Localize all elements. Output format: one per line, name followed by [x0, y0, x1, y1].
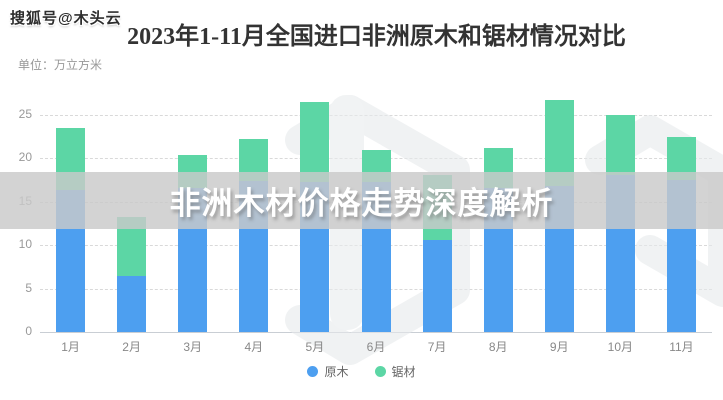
bar-segment-锯材 [300, 102, 330, 183]
y-axis-tick-label: 0 [25, 324, 32, 338]
y-axis-tick-label: 5 [25, 280, 32, 295]
legend-dot-icon [307, 366, 319, 377]
y-axis-tick-label: 25 [18, 106, 32, 121]
chart-legend: 原木 锯材 [0, 363, 723, 380]
headline-overlay-banner: 非洲木材价格走势深度解析 [0, 172, 723, 229]
x-axis-tick-label: 5月 [305, 340, 325, 354]
x-axis-tick-label: 3月 [183, 340, 203, 354]
x-axis-tick-label: 4月 [244, 340, 264, 354]
x-axis-tick-label: 11月 [669, 340, 694, 354]
x-axis-tick-label: 7月 [427, 340, 447, 354]
x-axis-tick-label: 6月 [366, 340, 386, 354]
bar-segment-锯材 [544, 99, 574, 186]
x-axis-tick-label: 9月 [549, 340, 569, 354]
legend-item-原木: 原木 [307, 363, 349, 380]
y-axis-tick-label: 20 [18, 150, 32, 164]
x-axis-tick-label: 1月 [61, 340, 80, 354]
bar-segment-锯材 [605, 115, 635, 176]
legend-label: 锯材 [391, 365, 416, 379]
x-axis-tick-label: 8月 [488, 340, 508, 354]
chart-title: 2023年1-11月全国进口非洲原木和锯材情况对比 [127, 24, 626, 50]
bar-segment-原木 [422, 239, 452, 332]
x-axis-tick-label: 10月 [607, 340, 634, 354]
unit-label: 单位：万立方米 [18, 58, 103, 72]
bar-segment-原木 [117, 276, 147, 332]
headline-overlay-text: 非洲木材价格走势深度解析 [169, 186, 554, 221]
sohu-account-watermark: 搜狐号@木头云 [10, 10, 122, 27]
x-axis-tick-label: 2月 [122, 340, 141, 354]
y-axis-tick-label: 10 [18, 237, 32, 251]
legend-dot-icon [374, 366, 386, 377]
legend-label: 原木 [324, 365, 349, 379]
legend-item-锯材: 锯材 [374, 363, 416, 380]
